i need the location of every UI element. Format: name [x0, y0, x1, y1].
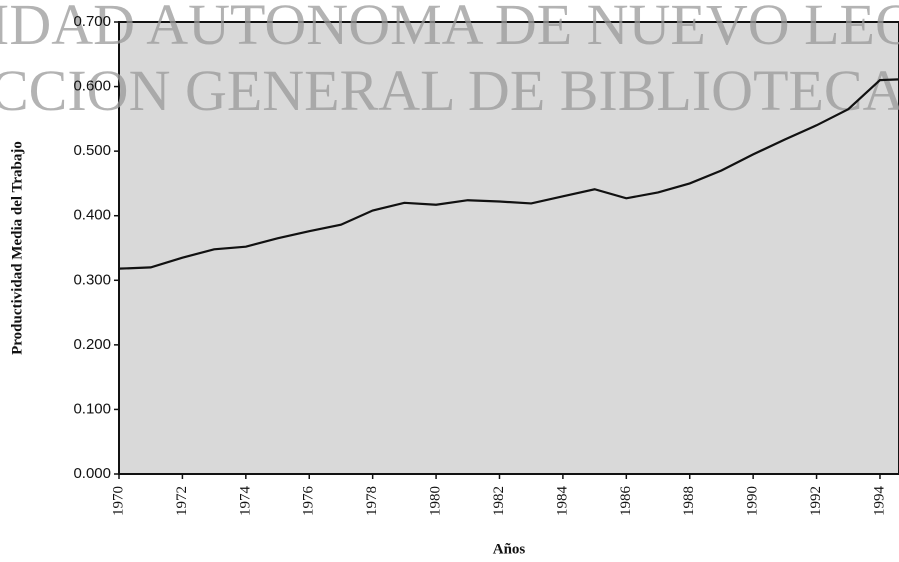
y-tick-label: 0.600	[73, 78, 111, 95]
x-tick-label: 1972	[174, 486, 190, 516]
x-tick-label: 1992	[808, 486, 824, 516]
y-tick-label: 0.500	[73, 142, 111, 159]
x-tick-label: 1980	[428, 486, 444, 516]
x-tick-label: 1988	[681, 486, 697, 516]
x-tick-label: 1984	[554, 486, 570, 517]
y-tick-label: 0.200	[73, 336, 111, 353]
y-tick-label: 0.000	[73, 465, 111, 482]
y-tick-label: 0.100	[73, 400, 111, 417]
x-tick-label: 1990	[745, 486, 761, 516]
x-tick-label: 1986	[618, 486, 634, 517]
y-tick-label: 0.400	[73, 207, 111, 224]
x-tick-label: 1976	[301, 486, 317, 517]
y-tick-label: 0.300	[73, 271, 111, 288]
y-axis-label: Productividad Media del Trabajo	[9, 141, 25, 355]
x-tick-label: 1978	[364, 486, 380, 516]
y-tick-label: 0.700	[73, 13, 111, 30]
watermark: IDAD AUTONOMA DE NUEVO LEO	[0, 0, 899, 57]
watermark: CCION GENERAL DE BIBLIOTECAS	[0, 58, 899, 123]
plot-area	[118, 21, 899, 475]
x-tick-label: 1974	[237, 486, 253, 517]
x-axis-label: Años	[493, 541, 526, 557]
x-tick-label: 1982	[491, 486, 507, 516]
x-tick-label: 1970	[110, 486, 126, 516]
data-line	[119, 78, 899, 270]
x-tick-label: 1994	[871, 486, 887, 517]
